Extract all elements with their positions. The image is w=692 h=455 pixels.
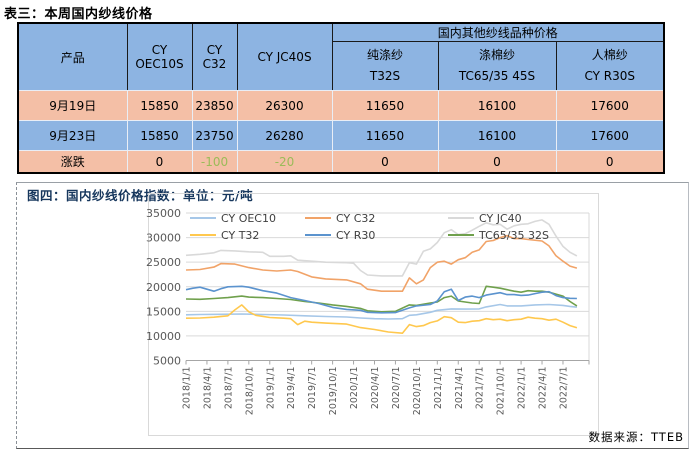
svg-text:35000: 35000: [146, 207, 181, 220]
header-product: 产品: [17, 22, 128, 91]
legend-label-6: TC65/35 32S: [478, 229, 549, 242]
svg-text:2019/10/1: 2019/10/1: [328, 367, 339, 416]
svg-text:2022/7/1: 2022/7/1: [558, 367, 569, 410]
svg-text:2021/1/1: 2021/1/1: [433, 367, 444, 410]
row-label: 涨跌: [17, 150, 128, 174]
svg-text:2018/10/1: 2018/10/1: [244, 367, 255, 416]
header-cy-r30s: 人棉纱 CY R30S: [555, 41, 665, 91]
cell-value: 23850: [191, 90, 238, 121]
header-tc6535-45s: 涤棉纱 TC65/35 45S: [437, 41, 557, 91]
legend-label-1: CY OEC10: [221, 212, 276, 225]
cell-value: 17600: [555, 90, 665, 121]
cell-value: 11650: [331, 90, 439, 121]
svg-text:30000: 30000: [146, 232, 181, 245]
header-cy-oec10s: CY OEC10S: [126, 22, 193, 91]
svg-text:2021/4/1: 2021/4/1: [454, 367, 465, 410]
cell-value: 15850: [126, 120, 193, 151]
cell-change: 0: [126, 150, 193, 174]
svg-text:2022/1/1: 2022/1/1: [517, 367, 528, 410]
legend-label-4: CY T32: [221, 229, 259, 242]
cell-value: 17600: [555, 120, 665, 151]
table-row-sep23: 9月23日 15850 23750 26280 11650 16100 1760…: [17, 120, 665, 151]
legend-label-5: CY R30: [336, 229, 375, 242]
svg-text:2022/4/1: 2022/4/1: [538, 367, 549, 410]
table-row-change: 涨跌 0 -100 -20 0 0 0: [17, 150, 665, 174]
svg-text:2020/10/1: 2020/10/1: [412, 367, 423, 416]
series-line-cy-t32: [185, 304, 578, 334]
svg-text:2020/4/1: 2020/4/1: [370, 367, 381, 410]
cell-value: 16100: [437, 120, 557, 151]
row-label: 9月19日: [17, 90, 128, 121]
cell-change: 0: [555, 150, 665, 174]
svg-text:15000: 15000: [146, 305, 181, 318]
cell-value: 26300: [236, 90, 333, 121]
figure-box: 图四：国内纱线价格指数：单位：元/吨 2018/1/1 2018/4/1 2018/…: [16, 182, 689, 449]
header-cy-c32: CY C32: [191, 22, 238, 91]
svg-text:2020/1/1: 2020/1/1: [349, 367, 360, 410]
table-header-row-1: 产品 CY OEC10S CY C32 CY JC40S 国内其他纱线品种价格: [17, 22, 665, 91]
series-line-tc65-35-32s: [185, 285, 578, 313]
cell-change: -20: [236, 150, 333, 174]
series-line-cy-oec10: [185, 303, 577, 320]
svg-text:2020/7/1: 2020/7/1: [391, 367, 402, 410]
svg-text:2019/1/1: 2019/1/1: [265, 367, 276, 410]
cell-value: 16100: [437, 90, 557, 121]
cell-value: 26280: [236, 120, 333, 151]
legend-label-2: CY C32: [336, 212, 375, 225]
data-source-note: 数据来源：TTEB: [588, 430, 684, 444]
figure-title: 图四：国内纱线价格指数：单位：元/吨: [27, 188, 254, 203]
cell-value: 15850: [126, 90, 193, 121]
series-line-cy-jc40: [185, 219, 578, 277]
svg-text:2021/7/1: 2021/7/1: [475, 367, 486, 410]
header-group-other-yarns: 国内其他纱线品种价格: [331, 22, 665, 42]
svg-text:2019/4/1: 2019/4/1: [286, 367, 297, 410]
yarn-price-index-chart: 2018/1/1 2018/4/1 2018/7/1 2018/10/1 2019/1/…: [146, 193, 599, 436]
svg-text:25000: 25000: [146, 256, 181, 269]
svg-text:2018/7/1: 2018/7/1: [223, 367, 234, 410]
svg-text:2021/10/1: 2021/10/1: [496, 367, 507, 416]
cell-value: 23750: [191, 120, 238, 151]
cell-change: 0: [437, 150, 557, 174]
cell-change: 0: [331, 150, 439, 174]
page-title: 表三：本周国内纱线价格: [4, 7, 153, 22]
price-table: 产品 CY OEC10S CY C32 CY JC40S 国内其他纱线品种价格 …: [17, 22, 665, 174]
series-line-cy-r30: [185, 285, 577, 314]
table-row-sep19: 9月19日 15850 23850 26300 11650 16100 1760…: [17, 90, 665, 121]
row-label: 9月23日: [17, 120, 128, 151]
table-header-row-2: 纯涤纱 T32S 涤棉纱 TC65/35 45S 人棉纱 CY R30S: [18, 41, 665, 91]
series-line-cy-c32: [185, 234, 578, 292]
svg-text:5000: 5000: [153, 355, 181, 368]
svg-text:2019/7/1: 2019/7/1: [307, 367, 318, 410]
cell-value: 11650: [331, 120, 439, 151]
svg-text:10000: 10000: [146, 330, 181, 343]
cell-change: -100: [191, 150, 238, 174]
header-t32s: 纯涤纱 T32S: [331, 41, 439, 91]
svg-text:20000: 20000: [146, 281, 181, 294]
header-cy-jc40s: CY JC40S: [236, 22, 333, 91]
svg-text:2018/4/1: 2018/4/1: [202, 367, 213, 410]
svg-text:2018/1/1: 2018/1/1: [182, 367, 193, 410]
legend-label-3: CY JC40: [479, 212, 522, 225]
